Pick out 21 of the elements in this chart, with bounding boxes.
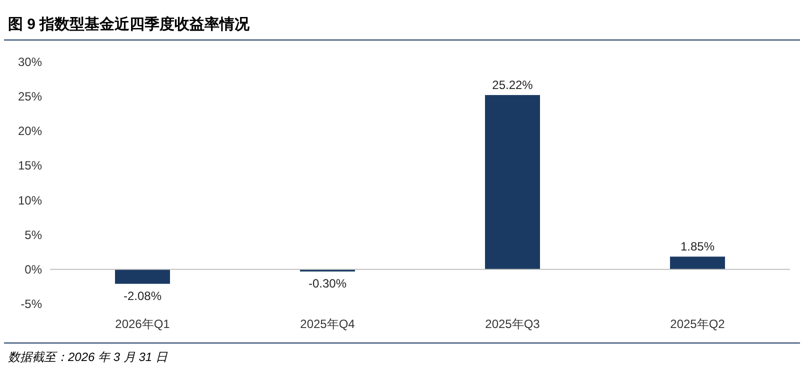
y-tick-label: 15%	[18, 158, 42, 173]
bar	[485, 95, 540, 270]
y-tick-label: 0%	[24, 262, 42, 276]
x-tick-label: 2026年Q1	[115, 317, 170, 331]
data-label: -2.08%	[123, 288, 162, 303]
x-tick-label: 2025年Q4	[300, 317, 356, 331]
y-tick-label: 10%	[18, 193, 42, 208]
y-tick-label: 30%	[18, 55, 42, 69]
data-label: 1.85%	[680, 240, 715, 254]
y-tick-label: 20%	[18, 124, 42, 138]
bar	[670, 256, 725, 270]
data-label: 25.22%	[492, 78, 534, 92]
x-tick-label: 2025年Q2	[670, 317, 726, 331]
y-tick-label: 5%	[24, 228, 42, 242]
x-tick-label: 2025年Q3	[485, 317, 540, 331]
text: 数据截至：2026 年 3 月 31 日	[8, 350, 168, 364]
y-tick-label: -5%	[20, 297, 42, 311]
data-label: -0.30%	[308, 276, 347, 291]
y-tick-label: 25%	[18, 90, 42, 104]
title: 图 9 指数型基金近四季度收益率情况	[8, 16, 250, 33]
bar	[115, 269, 170, 284]
